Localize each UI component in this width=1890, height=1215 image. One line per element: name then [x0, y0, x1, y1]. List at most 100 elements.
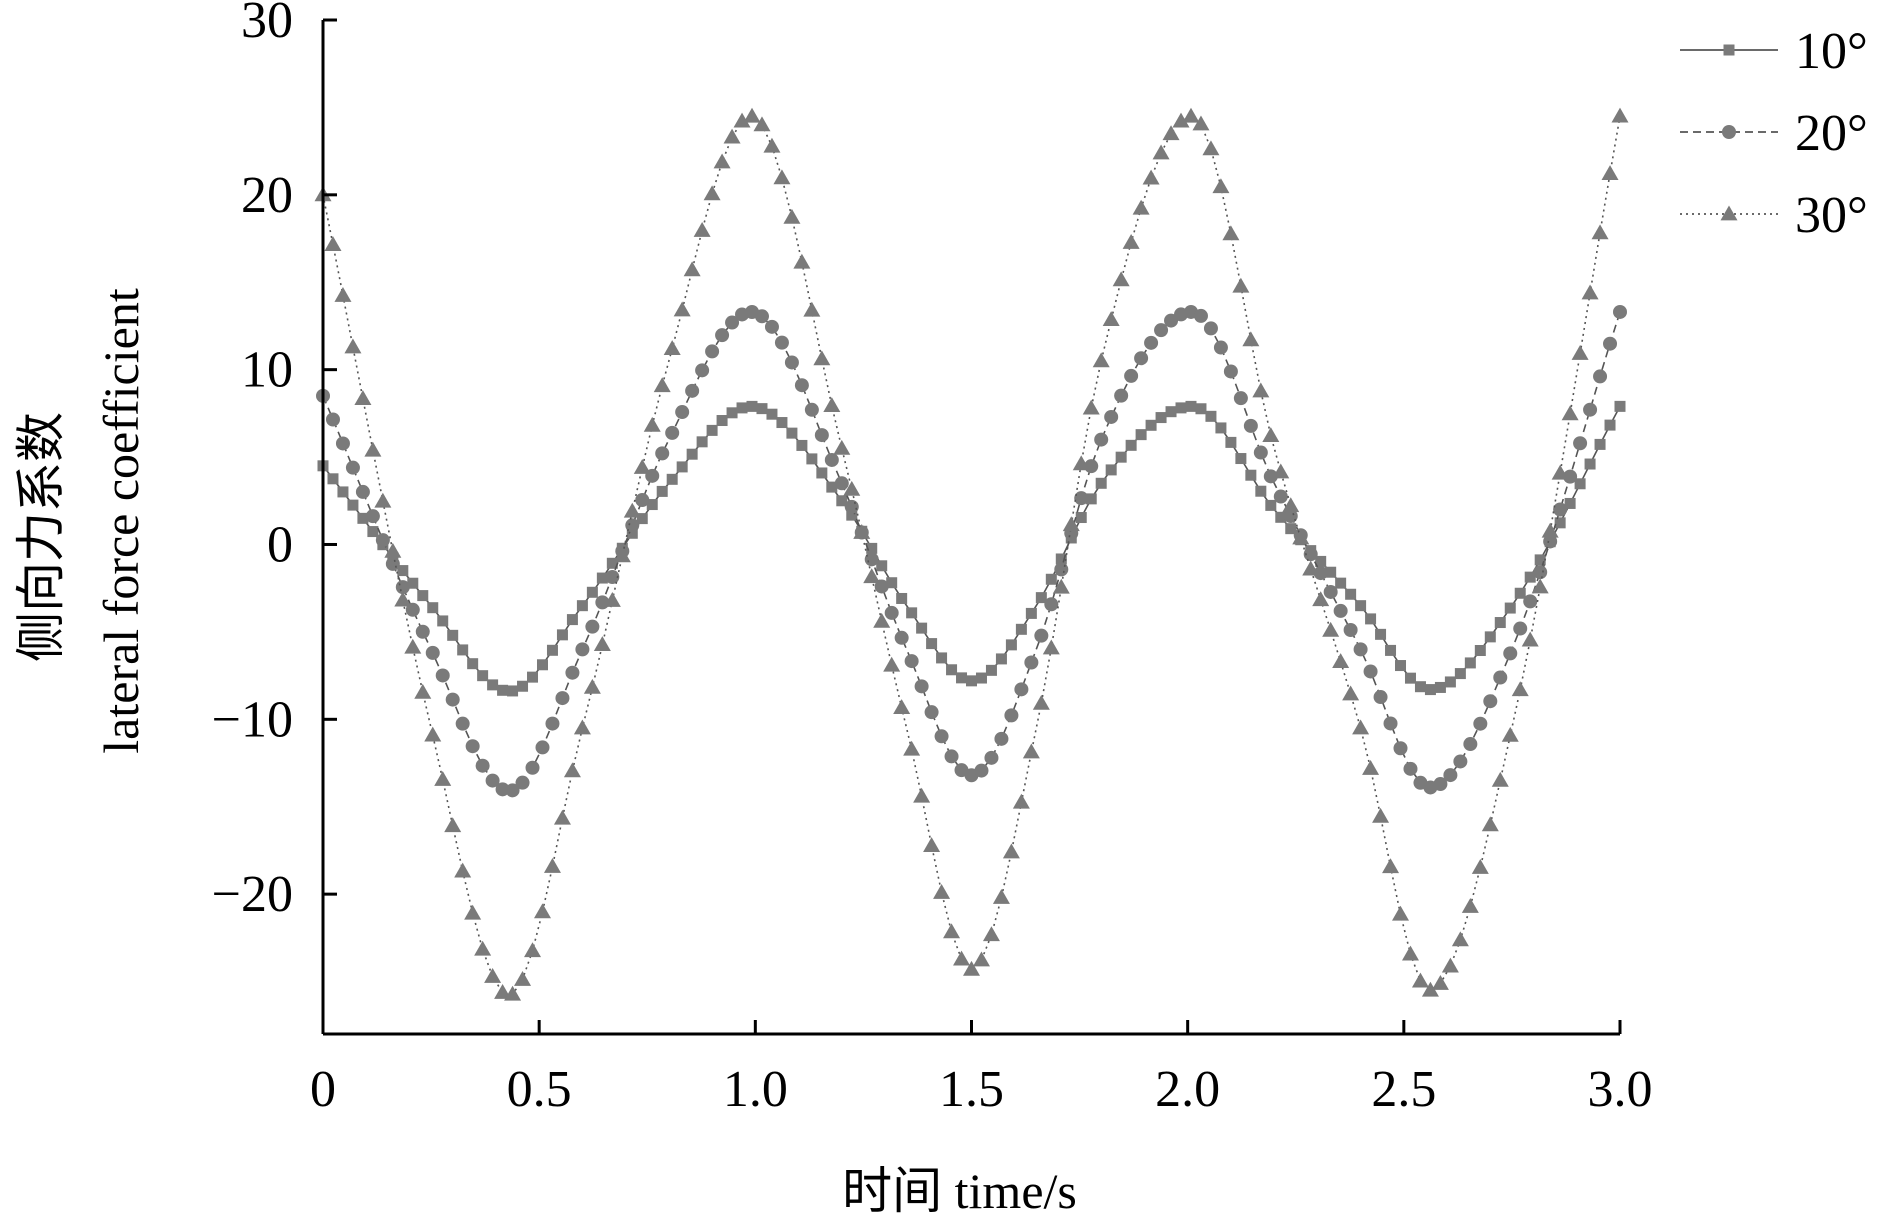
data-point — [663, 340, 681, 356]
data-point — [1553, 502, 1568, 517]
legend-item: 10° — [1680, 23, 1868, 80]
data-point — [1015, 623, 1027, 635]
data-point — [1052, 578, 1070, 594]
data-point — [1395, 660, 1407, 672]
data-point — [706, 424, 718, 436]
data-point — [1035, 592, 1047, 604]
data-point — [1114, 388, 1129, 403]
data-point — [1424, 684, 1436, 696]
y-axis-title-line2: lateral force coefficient — [93, 288, 149, 754]
data-point — [1421, 981, 1439, 997]
data-point — [985, 664, 997, 676]
data-point — [434, 770, 452, 786]
data-point — [995, 653, 1007, 665]
data-point — [1042, 639, 1060, 655]
data-point — [944, 749, 959, 764]
data-point — [1543, 534, 1558, 549]
data-point — [806, 453, 818, 465]
data-point — [685, 383, 700, 398]
data-point — [826, 481, 838, 493]
data-point — [1471, 859, 1489, 874]
data-point — [425, 645, 440, 660]
data-point — [1385, 644, 1397, 656]
data-point — [1292, 529, 1310, 545]
data-point — [903, 740, 921, 756]
data-point — [796, 439, 808, 451]
x-tick-label: 0.5 — [507, 1061, 572, 1118]
data-point — [636, 513, 648, 525]
legend-marker — [1723, 44, 1735, 56]
data-point — [916, 622, 928, 634]
data-point — [943, 923, 961, 939]
data-point — [327, 473, 339, 485]
data-point — [546, 644, 558, 656]
data-point — [1105, 464, 1117, 476]
data-point — [437, 615, 449, 627]
data-point — [992, 888, 1010, 904]
data-point — [415, 624, 430, 639]
data-point — [705, 344, 720, 359]
data-point — [455, 716, 470, 731]
data-point — [1491, 771, 1509, 787]
data-point — [1325, 566, 1337, 578]
data-point — [1504, 602, 1516, 614]
data-point — [524, 942, 542, 958]
data-point — [497, 684, 509, 696]
data-point — [723, 128, 741, 144]
data-point — [1112, 271, 1130, 287]
data-point — [1022, 743, 1040, 759]
data-point — [464, 904, 482, 920]
data-point — [946, 664, 958, 676]
data-point — [444, 817, 462, 833]
data-point — [337, 486, 349, 498]
data-point — [517, 680, 529, 692]
data-point — [1451, 931, 1469, 947]
data-point — [1401, 945, 1419, 961]
data-point — [1265, 499, 1277, 511]
data-point — [1335, 577, 1347, 589]
data-point — [716, 415, 728, 427]
data-point — [556, 629, 568, 641]
data-point — [834, 476, 849, 491]
data-point — [545, 716, 560, 731]
data-point — [465, 739, 480, 754]
data-point — [1132, 199, 1150, 215]
y-tick-label: 0 — [267, 516, 293, 573]
data-point — [345, 460, 360, 475]
data-point — [1213, 340, 1228, 355]
data-point — [357, 512, 369, 524]
data-point — [1591, 224, 1609, 240]
data-point — [844, 499, 859, 514]
data-point — [726, 407, 738, 419]
data-point — [1444, 676, 1456, 688]
data-point — [1125, 439, 1137, 451]
data-point — [414, 683, 432, 699]
data-point — [1155, 412, 1167, 424]
data-point — [1115, 451, 1127, 463]
data-point — [1524, 571, 1536, 583]
data-point — [553, 809, 571, 825]
data-point — [467, 658, 479, 670]
data-point — [1431, 975, 1449, 990]
data-point — [1433, 777, 1448, 792]
data-point — [1074, 491, 1089, 506]
data-point — [1134, 351, 1149, 366]
data-point — [1573, 436, 1588, 451]
series-line — [322, 311, 1621, 792]
data-point — [1285, 523, 1297, 535]
data-point — [367, 526, 379, 538]
data-point — [334, 287, 352, 302]
data-point — [836, 495, 848, 507]
data-point — [1193, 308, 1208, 323]
data-point — [974, 763, 989, 778]
data-point — [1434, 681, 1446, 693]
legend-item: 30° — [1680, 187, 1868, 244]
data-point — [1072, 455, 1090, 471]
data-point — [994, 731, 1009, 746]
data-point — [384, 542, 402, 558]
data-point — [736, 402, 748, 414]
data-point — [325, 412, 340, 427]
series-line — [322, 405, 1621, 692]
data-point — [484, 968, 502, 983]
data-point — [1332, 653, 1350, 669]
